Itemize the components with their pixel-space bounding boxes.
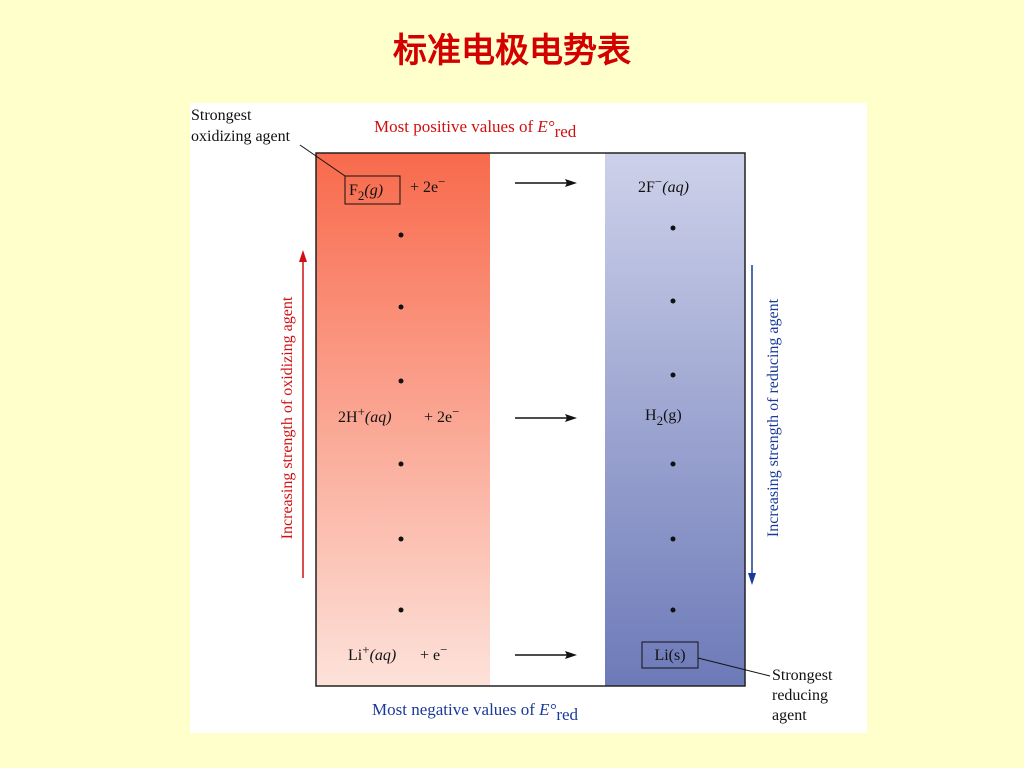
- species: H: [645, 407, 657, 424]
- electrons: + e−: [420, 642, 447, 664]
- dot: [398, 304, 404, 310]
- superscript: −: [438, 174, 445, 189]
- arrowhead: [565, 651, 577, 659]
- reduced-species: H2(g): [645, 407, 682, 428]
- highlight-box: [344, 175, 401, 205]
- callout-reducing: Strongest: [772, 667, 833, 684]
- left-axis-label: Increasing strength of oxidizing agent: [279, 296, 296, 539]
- callout-oxidizing: Strongest: [191, 107, 252, 124]
- dot: [398, 607, 404, 613]
- state: (g): [364, 182, 383, 199]
- oxidized-species: 2H+(aq): [338, 404, 392, 426]
- arrowhead: [748, 573, 756, 585]
- superscript: +: [362, 642, 369, 657]
- callout-line: [299, 144, 346, 177]
- dot: [670, 372, 676, 378]
- dot: [398, 461, 404, 467]
- subscript: 2: [657, 413, 664, 428]
- reduced-species: 2F−(aq): [638, 174, 689, 196]
- state: (aq): [365, 409, 392, 426]
- bottom-label-text: Most negative values of: [372, 700, 539, 719]
- dot: [670, 536, 676, 542]
- top-label-text: Most positive values of: [374, 117, 537, 136]
- state: (aq): [662, 179, 689, 196]
- arrowhead: [299, 250, 307, 262]
- oxidant-column: [316, 153, 490, 686]
- highlight-box: [641, 641, 699, 669]
- electrons: + 2e−: [410, 174, 445, 196]
- dot: [398, 378, 404, 384]
- title: 标准电极电势表: [393, 32, 631, 70]
- top-label: Most positive values of E°red: [374, 117, 577, 141]
- electron-count: + 2e: [410, 179, 438, 196]
- callout-line: [697, 657, 771, 677]
- ellipsis-dots: [398, 225, 676, 613]
- reduced-species: Li(s): [654, 647, 685, 664]
- electrons: + 2e−: [424, 404, 459, 426]
- oxidized-species: F2(g): [349, 182, 383, 203]
- electron-count: + 2e: [424, 409, 452, 426]
- species: Li: [348, 647, 363, 664]
- dot: [398, 232, 404, 238]
- bottom-label-symbol: E°: [538, 700, 556, 719]
- callout-reducing: reducing: [772, 687, 828, 704]
- dot: [398, 536, 404, 542]
- dot: [670, 225, 676, 231]
- dot: [670, 607, 676, 613]
- right-axis-label: Increasing strength of reducing agent: [765, 298, 782, 537]
- species: 2H: [338, 409, 358, 426]
- callout-oxidizing: oxidizing agent: [191, 128, 291, 145]
- dot: [670, 298, 676, 304]
- oxidized-species: Li+(aq): [348, 642, 396, 664]
- electron-count: + e: [420, 647, 440, 664]
- species: F: [349, 182, 358, 199]
- table-frame: [315, 152, 746, 687]
- arrowhead: [565, 414, 577, 422]
- bottom-label: Most negative values of E°red: [372, 700, 579, 724]
- superscript: −: [655, 174, 662, 189]
- arrows: [515, 182, 568, 656]
- species: 2F: [638, 179, 655, 196]
- top-label-sub: red: [555, 122, 577, 141]
- state: (g): [663, 407, 682, 424]
- arrowhead: [565, 179, 577, 187]
- subscript: 2: [358, 188, 365, 203]
- callout-reducing: agent: [772, 707, 807, 724]
- superscript: −: [452, 404, 459, 419]
- top-label-symbol: E°: [536, 117, 554, 136]
- arrowheads: [565, 179, 577, 659]
- state: (aq): [370, 647, 397, 664]
- superscript: −: [440, 642, 447, 657]
- reductant-column: [605, 153, 745, 686]
- dot: [670, 461, 676, 467]
- bottom-label-sub: red: [556, 705, 578, 724]
- superscript: +: [358, 404, 365, 419]
